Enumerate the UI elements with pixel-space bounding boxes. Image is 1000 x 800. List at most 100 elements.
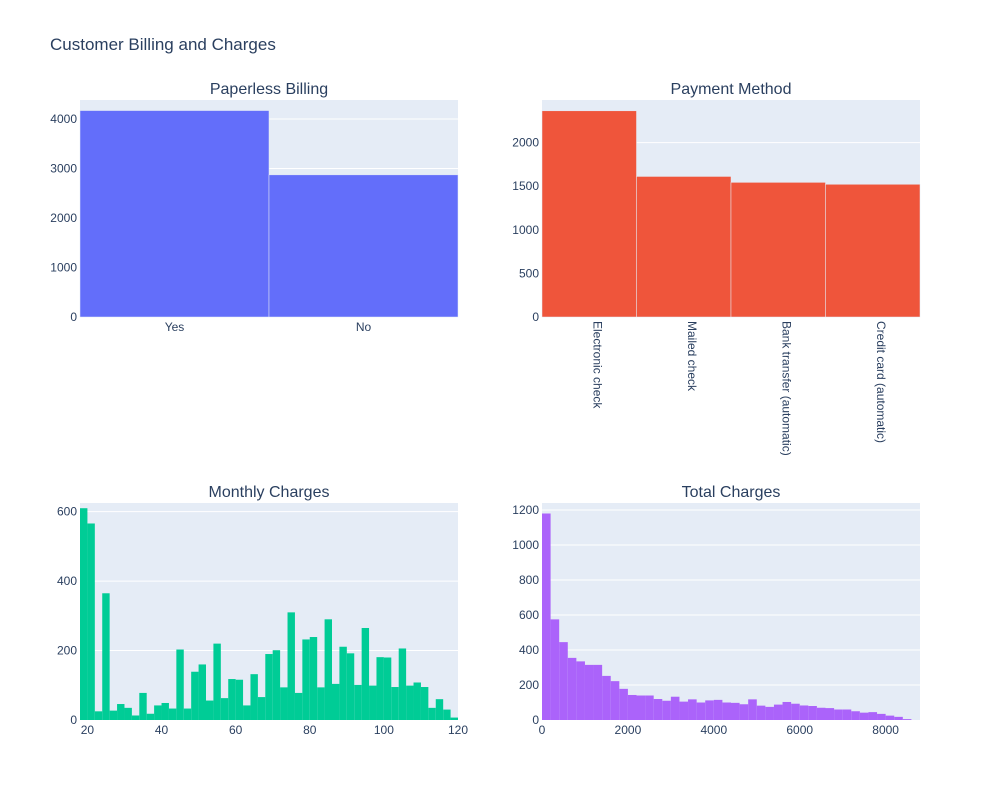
x-tick-label: No (356, 320, 372, 334)
histogram-bar (257, 697, 266, 720)
y-tick-label: 400 (57, 574, 77, 588)
histogram-bar (376, 657, 384, 720)
subplot-title: Total Charges (682, 484, 781, 501)
subplot-grid: 0 1000 2000 3000 4000 Paperless Billing Yes No 0… (50, 81, 921, 737)
histogram-bar (332, 683, 340, 720)
histogram-bar (339, 646, 347, 720)
y-tick-label: 4000 (50, 112, 77, 126)
histogram-bar (722, 702, 731, 720)
histogram-bar (183, 708, 192, 720)
histogram-bar (602, 675, 611, 720)
histogram-bar (324, 619, 332, 720)
histogram-bar (139, 692, 147, 720)
y-tick-label: 600 (519, 608, 539, 622)
histogram-bar (206, 700, 214, 720)
y-tick-label: 400 (519, 643, 539, 657)
histogram-bar (877, 713, 886, 720)
histogram-bar (756, 705, 766, 720)
x-tick-label: 4000 (700, 723, 727, 737)
histogram-bar (662, 700, 671, 720)
histogram-bar (117, 704, 125, 720)
histogram-bar (361, 627, 370, 720)
histogram-bar (748, 699, 757, 720)
x-tick-label: 120 (448, 723, 468, 737)
y-tick-label: 0 (70, 713, 77, 727)
histogram-bar (653, 699, 663, 720)
histogram-bar (816, 707, 826, 720)
histogram-bar (228, 679, 236, 720)
bar (79, 110, 270, 318)
histogram-bar (619, 688, 628, 720)
y-tick-label: 3000 (50, 162, 77, 176)
histogram-bar (610, 681, 620, 720)
x-tick-label: 6000 (786, 723, 813, 737)
y-tick-label: 200 (519, 678, 539, 692)
histogram-bar (636, 695, 646, 720)
histogram-bar (309, 637, 318, 720)
histogram-bar (235, 679, 244, 720)
y-tick-label: 2000 (50, 211, 77, 225)
histogram-bar (109, 710, 118, 720)
subplot-title: Paperless Billing (210, 81, 328, 98)
histogram-bar (627, 694, 637, 720)
histogram-bar (593, 664, 603, 720)
bar (825, 184, 921, 318)
x-tick-label: 8000 (872, 723, 899, 737)
histogram-bar (294, 692, 303, 720)
x-tick-label: 0 (539, 723, 546, 737)
histogram-bar (406, 685, 414, 720)
histogram-bar (80, 508, 88, 720)
bar (268, 174, 459, 318)
histogram-bar (773, 704, 783, 720)
x-tick-label: 100 (374, 723, 394, 737)
histogram-bar (250, 674, 258, 720)
histogram-bar (782, 701, 792, 720)
histogram-bar (124, 707, 132, 720)
x-tick-label: Electronic check (590, 321, 604, 409)
histogram-bar (576, 661, 585, 720)
histogram-bar (413, 682, 421, 720)
histogram-bar (176, 649, 184, 720)
histogram-bar (902, 719, 912, 720)
histogram-bar (791, 703, 800, 720)
histogram-bar (894, 716, 903, 720)
histogram-bar (168, 708, 177, 720)
histogram-bar (191, 671, 199, 720)
histogram-bar (696, 702, 706, 720)
histogram-bar (670, 696, 680, 720)
histogram-bar (369, 685, 377, 720)
histogram-bar (443, 709, 451, 720)
subplot-1: 0 1000 2000 3000 4000 Paperless Billing Yes No (50, 81, 459, 334)
histogram-bar (834, 709, 843, 720)
y-tick-label: 1000 (512, 538, 539, 552)
subplot-3: 0 200 400 600 Monthly Charges 20 40 60 80 100 120 (57, 484, 468, 737)
subplot-2: 0 500 1000 1500 2000 Payment Method Electronic… (512, 81, 921, 456)
histogram-bar (859, 712, 869, 720)
x-tick-label: Yes (165, 320, 185, 334)
x-tick-label: Bank transfer (automatic) (779, 321, 793, 456)
histogram-bar (559, 642, 568, 720)
subplot-4: 0 200 400 600 800 1000 1200 Total Charges 0 2000 4… (512, 484, 920, 737)
histogram-bar (243, 705, 251, 720)
histogram-bar (731, 702, 740, 720)
histogram-bar (705, 700, 714, 720)
histogram-bar (391, 687, 399, 720)
x-tick-label: 80 (303, 723, 317, 737)
x-tick-label: Mailed check (685, 321, 699, 392)
y-tick-label: 500 (519, 266, 539, 280)
histogram-bar (688, 699, 697, 720)
histogram-bar (851, 711, 860, 720)
histogram-bar (198, 664, 206, 720)
histogram-bar (435, 699, 444, 720)
y-tick-label: 200 (57, 644, 77, 658)
histogram-bar (272, 650, 281, 720)
y-tick-label: 800 (519, 573, 539, 587)
histogram-bar (220, 698, 229, 720)
x-tick-label: 20 (81, 723, 95, 737)
y-tick-label: 1000 (512, 223, 539, 237)
histogram-bar (161, 702, 169, 720)
subplot-title: Monthly Charges (209, 484, 330, 501)
y-tick-label: 600 (57, 505, 77, 519)
histogram-bar (842, 709, 852, 720)
histogram-bar (265, 654, 273, 720)
